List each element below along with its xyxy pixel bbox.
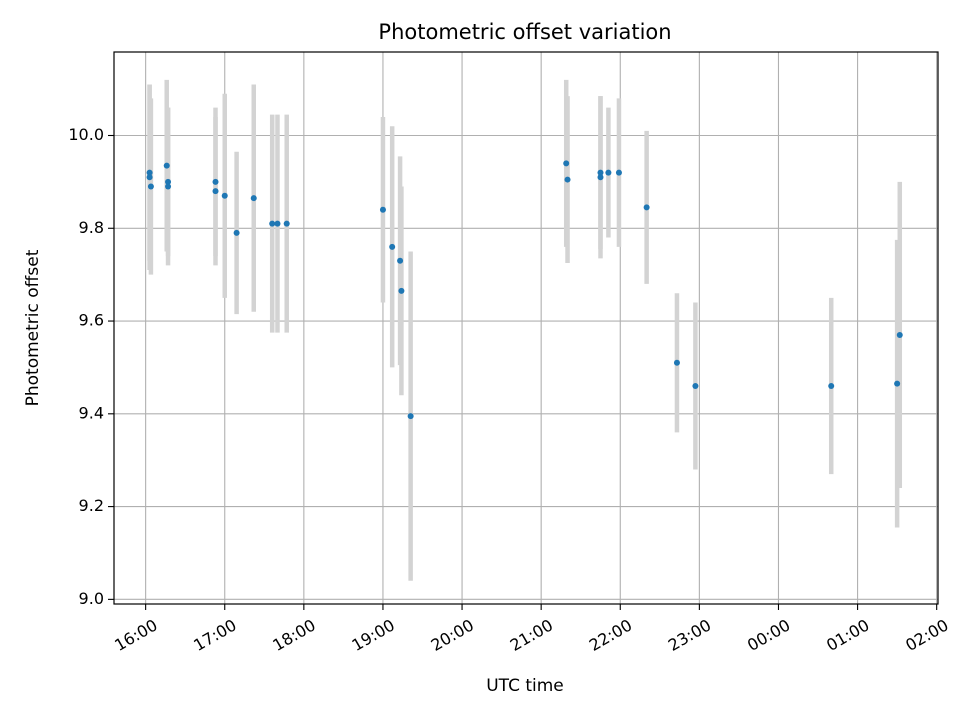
data-point xyxy=(233,229,240,236)
data-point xyxy=(165,178,172,185)
data-point xyxy=(165,183,172,190)
data-points xyxy=(146,160,903,420)
data-point xyxy=(597,169,604,176)
data-point xyxy=(692,382,699,389)
y-tick-label: 9.0 xyxy=(79,589,104,608)
y-tick-label: 9.2 xyxy=(79,496,104,515)
data-point xyxy=(221,192,228,199)
data-point xyxy=(147,183,154,190)
data-point xyxy=(379,206,386,213)
data-point xyxy=(212,178,219,185)
data-point xyxy=(615,169,622,176)
plot-frame xyxy=(113,51,939,605)
data-point xyxy=(398,287,405,294)
data-point xyxy=(828,382,835,389)
y-tick-label: 10.0 xyxy=(68,125,104,144)
data-point xyxy=(274,220,281,227)
y-axis-ticks: 9.0 9.2 9.4 9.6 9.8 10.0 xyxy=(68,125,114,608)
data-point xyxy=(250,195,257,202)
chart-title: Photometric offset variation xyxy=(378,20,671,44)
y-tick-label: 9.6 xyxy=(79,311,104,330)
y-axis-label: Photometric offset xyxy=(23,249,43,406)
data-point xyxy=(896,331,903,338)
data-point xyxy=(283,220,290,227)
data-point xyxy=(643,204,650,211)
grid xyxy=(114,52,938,604)
data-point xyxy=(564,176,571,183)
y-tick-label: 9.4 xyxy=(79,403,104,422)
data-point xyxy=(163,162,170,169)
data-point xyxy=(389,243,396,250)
data-point xyxy=(269,220,276,227)
data-point xyxy=(894,380,901,387)
data-point xyxy=(146,169,153,176)
y-tick-label: 9.8 xyxy=(79,218,104,237)
data-point xyxy=(212,188,219,195)
data-point xyxy=(146,174,153,181)
data-point xyxy=(673,359,680,366)
data-point xyxy=(407,413,414,420)
x-axis-label: UTC time xyxy=(486,676,564,696)
data-point xyxy=(605,169,612,176)
data-point xyxy=(397,257,404,264)
data-point xyxy=(597,174,604,181)
data-point xyxy=(563,160,570,167)
